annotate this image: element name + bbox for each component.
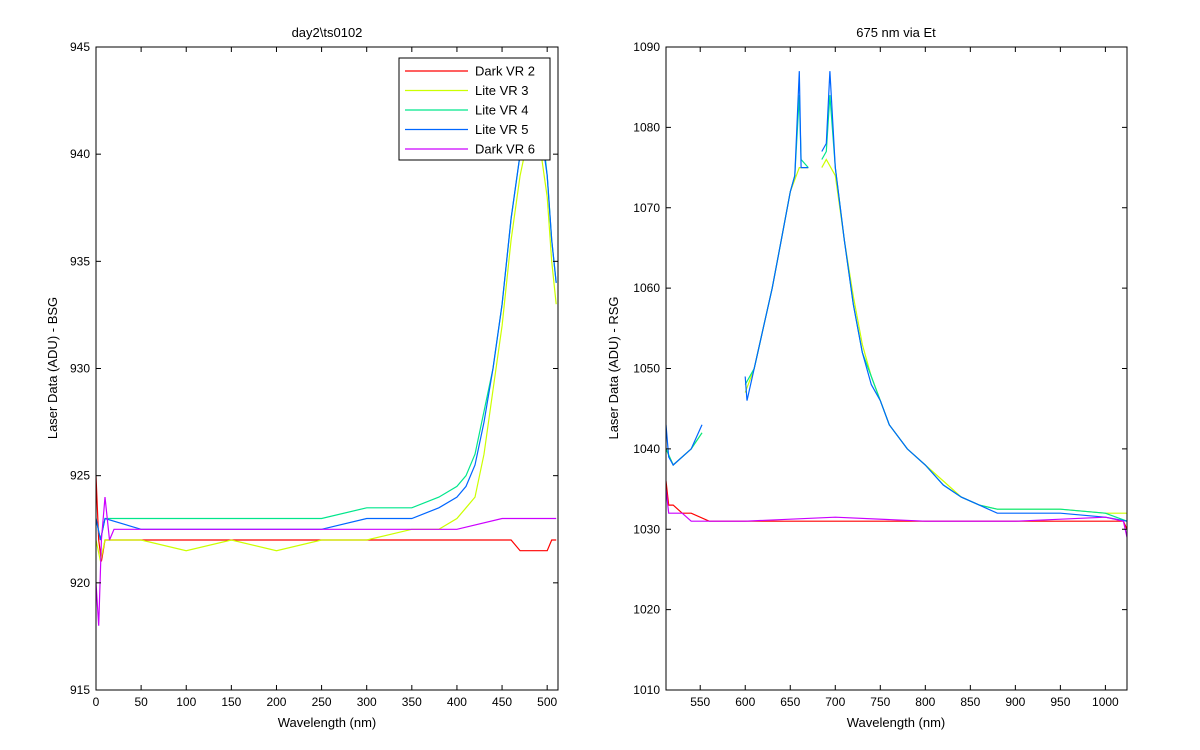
- series-line-lite-vr-5: [666, 424, 703, 466]
- x-tick-label: 550: [690, 695, 710, 709]
- x-tick-label: 50: [134, 695, 148, 709]
- series-line-lite-vr-5: [744, 71, 809, 401]
- x-tick-label: 200: [266, 695, 286, 709]
- x-tick-label: 900: [1005, 695, 1025, 709]
- y-tick-label: 1080: [633, 120, 660, 134]
- legend-label-lite-vr-3: Lite VR 3: [475, 83, 528, 98]
- right-series-group: [666, 71, 1127, 538]
- y-tick-label: 1090: [633, 40, 660, 54]
- y-tick-label: 935: [70, 254, 90, 268]
- left-y-ticks: 915 920 925 930 935 940 945: [70, 40, 558, 697]
- legend-label-dark-vr-2: Dark VR 2: [475, 64, 535, 79]
- x-tick-label: 1000: [1092, 695, 1119, 709]
- y-tick-label: 945: [70, 40, 90, 54]
- x-tick-label: 750: [870, 695, 890, 709]
- right-x-axis-label: Wavelength (nm): [847, 715, 946, 730]
- right-y-axis-label: Laser Data (ADU) - RSG: [606, 296, 621, 439]
- x-tick-label: 600: [735, 695, 755, 709]
- y-tick-label: 1020: [633, 603, 660, 617]
- y-tick-label: 1060: [633, 281, 660, 295]
- x-tick-label: 350: [402, 695, 422, 709]
- x-tick-label: 850: [960, 695, 980, 709]
- legend-items: Dark VR 2 Lite VR 3 Lite VR 4 Lite VR 5 Dark…: [405, 64, 535, 157]
- left-y-axis-label: Laser Data (ADU) - BSG: [45, 297, 60, 439]
- x-tick-label: 300: [357, 695, 377, 709]
- y-tick-label: 920: [70, 576, 90, 590]
- left-x-ticks: 0 50 100 150 200 250 300 350 400 450 500: [93, 47, 558, 709]
- x-tick-label: 450: [492, 695, 512, 709]
- right-plot-area: [666, 47, 1127, 690]
- right-y-ticks: 1010 1020 1030 1040 1050 1060 1070 1080 1090: [633, 40, 1127, 697]
- x-tick-label: 700: [825, 695, 845, 709]
- x-tick-label: 100: [176, 695, 196, 709]
- y-tick-label: 1070: [633, 201, 660, 215]
- right-x-ticks: 550 600 650 700 750 800 850 900 950 1000: [690, 47, 1119, 709]
- chart-right: 550 600 650 700 750 800 850 900 950 1000 1010 1020…: [606, 25, 1128, 730]
- series-line-lite-vr-5: [821, 71, 1127, 522]
- x-tick-label: 0: [93, 695, 100, 709]
- x-tick-label: 950: [1050, 695, 1070, 709]
- y-tick-label: 1010: [633, 683, 660, 697]
- chart-left: 0 50 100 150 200 250 300 350 400 450 500 915 920 925…: [45, 25, 559, 730]
- x-tick-label: 800: [915, 695, 935, 709]
- y-tick-label: 1050: [633, 362, 660, 376]
- x-tick-label: 400: [447, 695, 467, 709]
- x-tick-label: 150: [221, 695, 241, 709]
- legend-label-lite-vr-4: Lite VR 4: [475, 103, 528, 118]
- y-tick-label: 925: [70, 469, 90, 483]
- left-x-axis-label: Wavelength (nm): [278, 715, 377, 730]
- x-tick-label: 500: [537, 695, 557, 709]
- y-tick-label: 940: [70, 147, 90, 161]
- y-tick-label: 930: [70, 362, 90, 376]
- left-chart-title: day2\ts0102: [292, 25, 363, 40]
- x-tick-label: 650: [780, 695, 800, 709]
- legend-label-lite-vr-5: Lite VR 5: [475, 122, 528, 137]
- series-line-dark-vr-6: [96, 497, 557, 626]
- series-line-dark-vr-6: [666, 489, 1127, 538]
- y-tick-label: 1030: [633, 522, 660, 536]
- legend-box: [398, 57, 551, 161]
- y-tick-label: 1040: [633, 442, 660, 456]
- legend: Dark VR 2 Lite VR 3 Lite VR 4 Lite VR 5 Dark…: [398, 57, 551, 161]
- right-chart-title: 675 nm via Et: [856, 25, 936, 40]
- legend-label-dark-vr-6: Dark VR 6: [475, 142, 535, 157]
- x-tick-label: 250: [312, 695, 332, 709]
- y-tick-label: 915: [70, 683, 90, 697]
